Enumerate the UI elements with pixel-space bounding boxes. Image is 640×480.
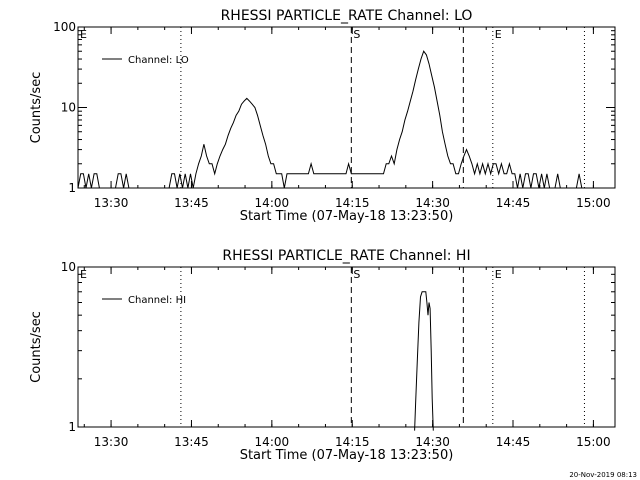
- x-tick-label: 14:15: [335, 196, 370, 210]
- chart-title: RHESSI PARTICLE_RATE Channel: LO: [221, 8, 473, 24]
- lo-channel-panel: RHESSI PARTICLE_RATE Channel: LO 13:30 13:…: [29, 8, 616, 224]
- x-tick-label: 13:45: [174, 435, 209, 449]
- y-tick-label: 100: [53, 20, 76, 34]
- event-marker-label: E: [80, 268, 87, 281]
- legend-label: Channel: LO: [128, 55, 189, 66]
- x-tick-label: 14:30: [415, 435, 450, 449]
- x-tick-label: 14:00: [255, 196, 290, 210]
- x-tick-label: 13:30: [94, 435, 129, 449]
- x-tick-label: 14:30: [415, 196, 450, 210]
- y-tick-label: 10: [61, 260, 76, 274]
- x-tick-label: 14:45: [496, 196, 531, 210]
- footer-timestamp: 20-Nov-2019 08:13: [569, 471, 637, 479]
- x-tick-label: 13:30: [94, 196, 129, 210]
- y-axis-label: Counts/sec: [29, 72, 44, 144]
- x-tick-label: 13:45: [174, 196, 209, 210]
- event-marker-label: E: [495, 268, 502, 281]
- data-series-line: [414, 291, 434, 431]
- x-tick-label: 15:00: [576, 196, 611, 210]
- legend-label: Channel: HI: [128, 295, 186, 306]
- chart-title: RHESSI PARTICLE_RATE Channel: HI: [222, 248, 470, 264]
- x-tick-label: 14:45: [496, 435, 531, 449]
- x-tick-label: 14:00: [255, 435, 290, 449]
- plot-frame: [77, 266, 616, 428]
- y-axis-label: Counts/sec: [29, 311, 44, 383]
- event-marker-label: E: [80, 28, 87, 41]
- y-tick-label: 1: [68, 420, 76, 434]
- event-marker-label: S: [353, 28, 360, 41]
- y-tick-label: 1: [68, 181, 76, 195]
- data-series-line: [77, 50, 614, 189]
- y-tick-label: 10: [61, 101, 76, 115]
- x-tick-label: 14:15: [335, 435, 370, 449]
- x-tick-label: 15:00: [576, 435, 611, 449]
- event-marker-label: E: [495, 28, 502, 41]
- event-marker-label: S: [353, 268, 360, 281]
- hi-channel-panel: RHESSI PARTICLE_RATE Channel: HI 13:30 13:…: [29, 248, 616, 463]
- plot-frame: [77, 26, 616, 189]
- x-axis-label: Start Time (07-May-18 13:23:50): [240, 209, 454, 224]
- x-axis-label: Start Time (07-May-18 13:23:50): [240, 448, 454, 463]
